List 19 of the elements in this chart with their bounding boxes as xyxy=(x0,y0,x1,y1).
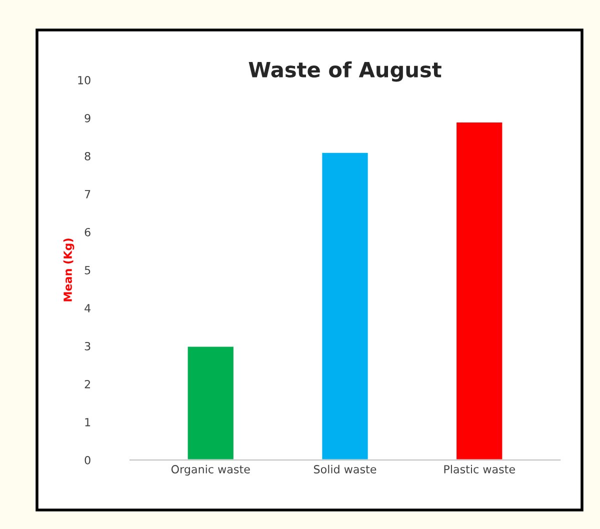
y-tick-label: 6 xyxy=(84,228,90,236)
bar xyxy=(455,121,504,460)
y-tick-label: 7 xyxy=(84,190,90,198)
y-tick-label: 3 xyxy=(84,342,90,350)
bar xyxy=(320,152,370,460)
chart-title: Waste of August xyxy=(248,61,442,82)
y-tick-label: 4 xyxy=(84,304,90,312)
y-tick-label: 0 xyxy=(84,456,90,464)
y-axis-title: Mean (Kg) xyxy=(63,238,74,302)
x-tick-label: Plastic waste xyxy=(444,464,515,474)
y-tick-label: 10 xyxy=(78,76,90,84)
y-tick-label: 5 xyxy=(84,266,90,274)
x-tick-label: Solid waste xyxy=(314,464,376,474)
bar xyxy=(186,345,235,460)
y-tick-label: 1 xyxy=(85,418,90,426)
y-tick-label: 8 xyxy=(84,152,90,160)
x-tick-label: Organic waste xyxy=(171,464,250,476)
y-tick-label: 9 xyxy=(84,114,90,122)
y-tick-label: 2 xyxy=(84,380,90,388)
